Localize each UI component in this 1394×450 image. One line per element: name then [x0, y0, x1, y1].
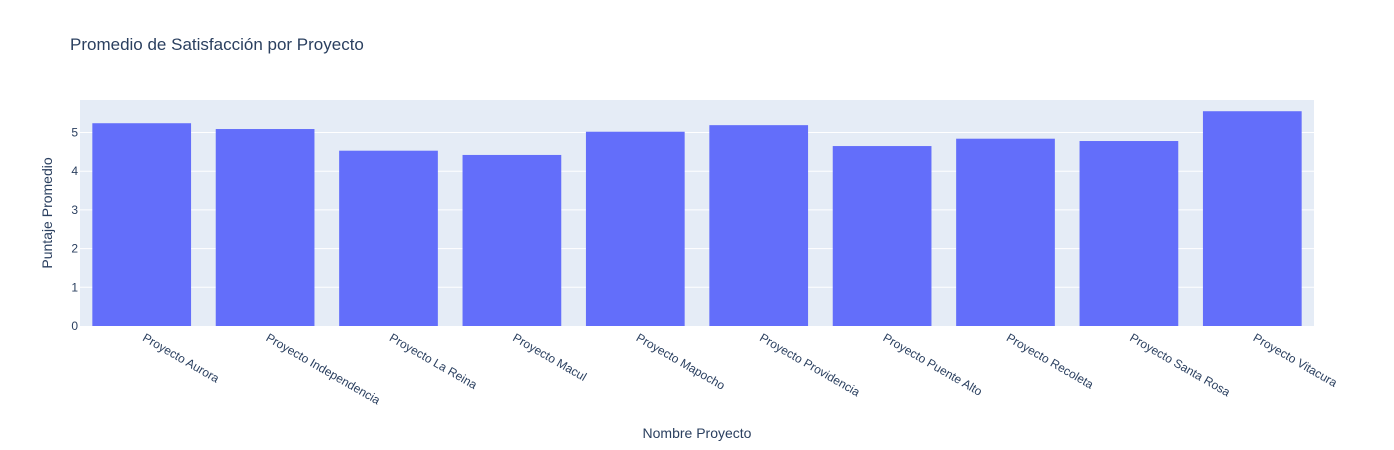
bar[interactable] — [92, 123, 192, 326]
x-axis-title: Nombre Proyecto — [643, 425, 752, 441]
bars — [92, 111, 1302, 327]
x-tick-label: Proyecto Independencia — [264, 330, 383, 407]
x-tick-labels: Proyecto Aurora Proyecto Independencia Pro… — [140, 330, 1340, 407]
x-tick-label: Proyecto Recoleta — [1004, 330, 1096, 391]
x-tick-label: Proyecto Vitacura — [1251, 330, 1340, 390]
x-tick-label: Proyecto Santa Rosa — [1127, 330, 1232, 399]
y-axis-title: Puntaje Promedio — [39, 157, 55, 269]
x-tick-label: Proyecto Macul — [510, 330, 589, 383]
y-tick-labels: 0 1 2 3 4 5 — [71, 126, 78, 333]
x-tick-label: Proyecto Puente Alto — [881, 330, 985, 398]
y-tick-label: 3 — [71, 203, 78, 217]
x-tick-label: Proyecto La Reina — [387, 330, 480, 392]
bar[interactable] — [585, 131, 685, 326]
y-tick-label: 5 — [71, 126, 78, 140]
bar[interactable] — [215, 129, 315, 326]
y-tick-label: 2 — [71, 242, 78, 256]
bar[interactable] — [1079, 141, 1179, 326]
x-tick-label: Proyecto Providencia — [757, 330, 862, 399]
y-tick-label: 0 — [71, 319, 78, 333]
y-tick-label: 1 — [71, 280, 78, 294]
bar[interactable] — [339, 150, 438, 326]
bar[interactable] — [956, 138, 1055, 326]
bar[interactable] — [1202, 111, 1302, 327]
bar[interactable] — [832, 146, 932, 326]
bar[interactable] — [462, 154, 562, 326]
y-tick-label: 4 — [71, 164, 78, 178]
x-tick-label: Proyecto Aurora — [140, 330, 222, 385]
bar[interactable] — [709, 125, 809, 326]
x-tick-label: Proyecto Mapocho — [634, 330, 728, 392]
chart-title: Promedio de Satisfacción por Proyecto — [70, 35, 364, 54]
